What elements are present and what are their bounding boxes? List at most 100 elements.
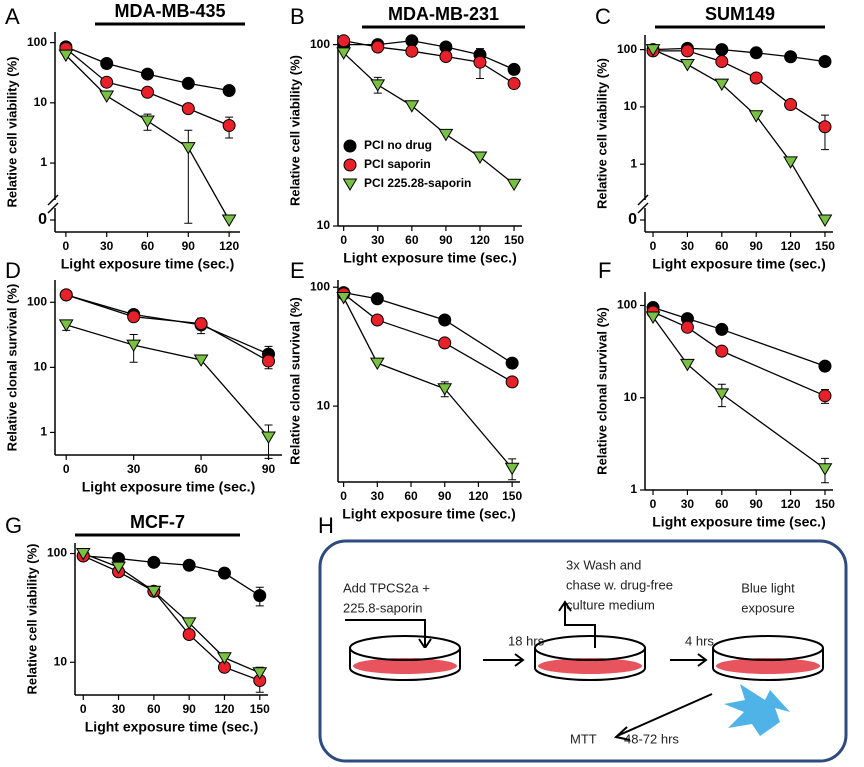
marker: [75, 548, 91, 561]
marker: [182, 558, 196, 572]
x-tick-label: 60: [147, 702, 161, 716]
step-text: culture medium: [566, 597, 655, 612]
x-tick-label: 0: [63, 462, 70, 476]
marker: [715, 55, 729, 69]
marker: [749, 46, 763, 60]
arrow: [613, 693, 713, 741]
x-axis-label: Light exposure time (sec.): [82, 479, 255, 495]
marker: [370, 313, 384, 327]
legend-marker: [342, 178, 358, 191]
y-axis-label: Relative cell viability (%): [4, 56, 19, 207]
marker: [100, 56, 114, 70]
step-text: Blue light: [741, 580, 795, 595]
series-line: [652, 311, 826, 397]
chart-title: MDA-MB-231: [388, 4, 499, 24]
marker: [680, 58, 695, 72]
chart-title: SUM149: [705, 4, 775, 24]
x-tick-label: 150: [815, 239, 835, 253]
x-tick-label: 60: [404, 489, 418, 503]
x-axis-label: Light exposure time (sec.): [61, 256, 234, 272]
x-tick-label: 30: [371, 233, 385, 247]
marker: [181, 617, 197, 630]
y-axis-label: Relative cell viability (%): [24, 543, 39, 694]
x-tick-label: 90: [182, 702, 196, 716]
marker: [818, 359, 832, 373]
arrow: [670, 653, 708, 667]
x-axis-label: Light exposure time (sec.): [652, 514, 825, 530]
marker: [58, 319, 74, 332]
marker: [714, 78, 730, 92]
marker: [180, 142, 196, 155]
x-tick-label: 120: [781, 497, 801, 511]
x-tick-label: 30: [681, 497, 695, 511]
y-tick-label: 10: [624, 390, 638, 404]
series-line: [652, 49, 826, 221]
marker: [680, 320, 694, 334]
marker: [680, 44, 694, 58]
readout-text: MTT: [570, 731, 597, 746]
y-tick-label: 1: [630, 482, 637, 496]
marker: [222, 84, 236, 98]
series-line: [66, 294, 269, 355]
series-line: [83, 555, 261, 597]
marker: [784, 50, 798, 64]
marker: [715, 344, 729, 358]
x-tick-label: 0: [63, 239, 70, 253]
marker: [818, 55, 832, 69]
y-tick-label: 0: [628, 211, 637, 228]
y-tick-label: 1: [630, 156, 637, 170]
marker: [784, 98, 798, 112]
marker: [748, 110, 764, 123]
marker: [336, 291, 351, 305]
x-tick-label: 150: [815, 497, 835, 511]
marker: [505, 356, 519, 370]
marker: [715, 43, 729, 57]
marker: [370, 292, 384, 306]
y-tick-label: 100: [617, 298, 637, 312]
x-axis-label: Light exposure time (sec.): [342, 506, 515, 522]
marker: [645, 311, 661, 324]
marker: [437, 383, 453, 396]
marker: [59, 288, 73, 302]
marker: [404, 100, 420, 113]
dishes: [349, 635, 824, 736]
panel-label: B: [290, 4, 305, 29]
marker: [505, 375, 519, 389]
x-tick-label: 150: [502, 489, 522, 503]
legend-label: PCI 225.28-saporin: [364, 176, 471, 190]
x-axis-label: Light exposure time (sec.): [652, 256, 825, 272]
marker: [222, 119, 236, 133]
marker: [336, 47, 352, 60]
marker: [645, 44, 661, 57]
series-line: [83, 552, 261, 674]
y-axis-label: Relative cell viability (%): [594, 58, 609, 209]
x-tick-label: 60: [715, 239, 729, 253]
x-axis-label: Light exposure time (sec.): [85, 719, 258, 735]
x-tick-label: 60: [405, 233, 419, 247]
marker: [193, 354, 209, 367]
marker: [127, 310, 141, 324]
marker: [714, 388, 730, 401]
marker: [126, 339, 142, 353]
x-tick-label: 120: [468, 489, 488, 503]
series-line: [652, 316, 826, 470]
y-tick-label: 100: [27, 35, 47, 49]
panel-label: G: [5, 513, 22, 538]
legend-label: PCI no drug: [364, 138, 432, 152]
step-text: Add TPCS2a +: [343, 580, 430, 595]
x-tick-label: 90: [262, 462, 276, 476]
marker: [371, 40, 385, 54]
x-tick-label: 90: [750, 497, 764, 511]
marker: [715, 322, 729, 336]
marker: [504, 462, 520, 476]
x-tick-label: 120: [214, 702, 234, 716]
arrow-label: 4 hrs: [685, 633, 714, 648]
y-axis-label: Relative clonal survival (%): [287, 297, 302, 465]
x-tick-label: 30: [112, 702, 126, 716]
x-tick-label: 120: [781, 239, 801, 253]
x-tick-label: 30: [127, 462, 141, 476]
legend-label: PCI saporin: [364, 157, 431, 171]
marker: [370, 79, 386, 92]
y-tick-label: 1: [40, 155, 47, 169]
marker: [217, 566, 231, 580]
